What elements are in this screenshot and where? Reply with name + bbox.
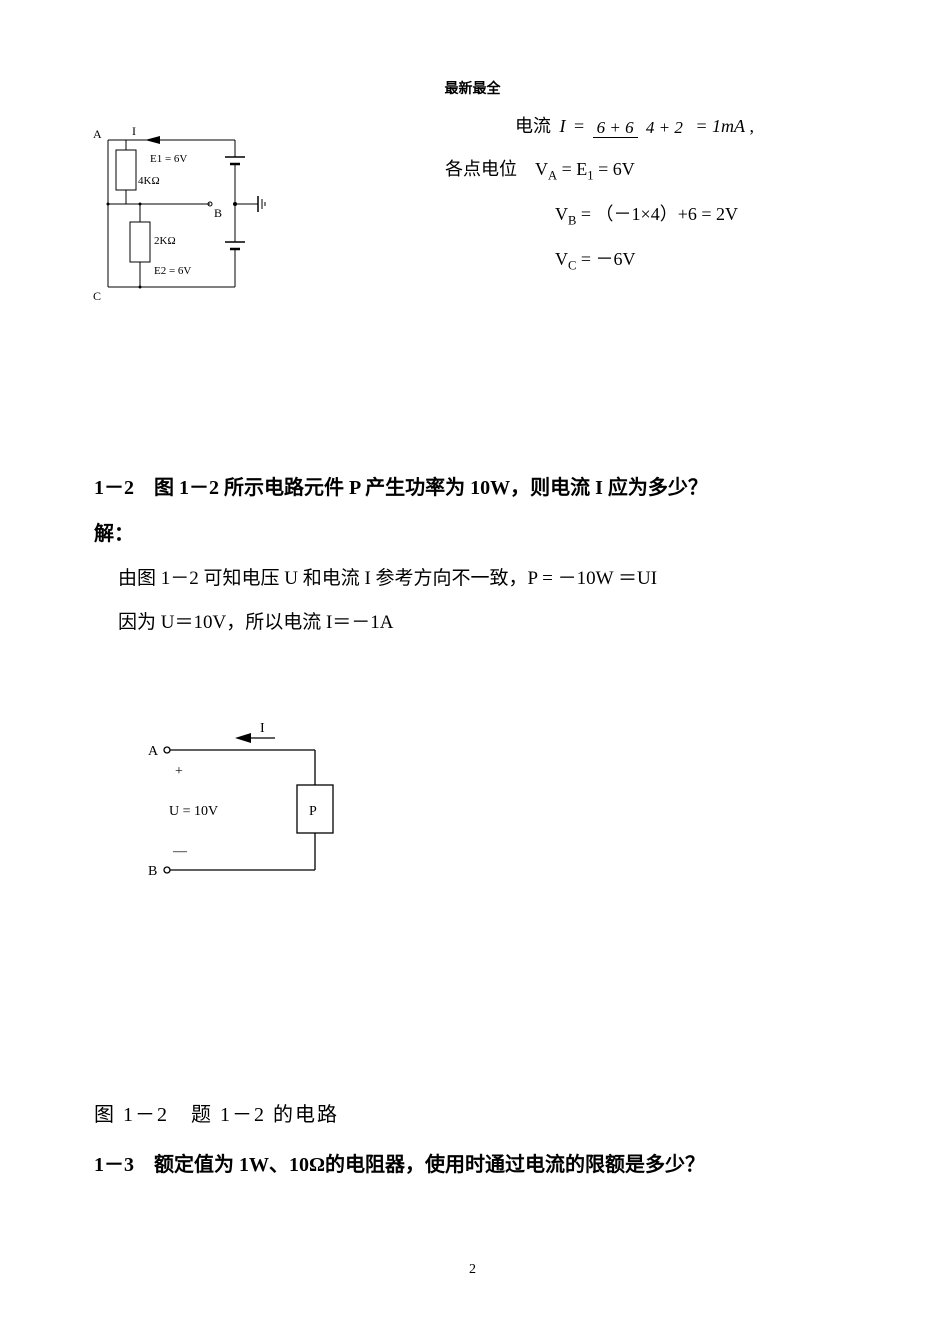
page-number: 2 [0,1262,945,1278]
label-C: C [93,289,101,303]
label2-P: P [309,804,317,819]
label2-U: U = 10V [169,804,218,819]
equations-block: 电流 I = 6 + 6 4 + 2 = 1mA , 各点电位 VA = E1 … [445,112,754,290]
label-B: B [214,206,222,220]
label2-B: B [148,864,157,879]
label2-I: I [260,721,265,736]
label-R2: 2KΩ [154,235,176,247]
problem-1-2: 1－2 图 1－2 所示电路元件 P 产生功率为 10W，则电流 I 应为多少？… [94,465,854,644]
label-I: I [132,124,136,138]
solution-label: 解： [94,511,854,557]
eq-line-4: VC = －6V [445,245,754,276]
label-E2: E2 = 6V [154,265,191,277]
label-A: A [93,127,102,141]
circuit-diagram-2: A I + U = 10V P — B [145,720,355,900]
page-header: 最新最全 [0,78,945,98]
solution-line-2: 因为 U＝10V，所以电流 I＝－1A [94,601,854,645]
label-R1: 4KΩ [138,175,160,187]
label-E1: E1 = 6V [150,153,187,165]
eq-line-2: 各点电位 VA = E1 = 6V [445,155,754,186]
circuit-diagram-1: A I E1 = 6V 4KΩ B 2KΩ E2 = 6V C [90,122,265,302]
solution-line-1: 由图 1－2 可知电压 U 和电流 I 参考方向不一致，P = －10W ＝UI [94,557,854,601]
figure-caption: 图 1－2 题 1－2 的电路 [94,1098,339,1127]
label2-A: A [148,744,159,759]
problem-1-3: 1－3 额定值为 1W、10Ω的电阻器，使用时通过电流的限额是多少？ [94,1148,854,1177]
problem-1-2-title: 1－2 图 1－2 所示电路元件 P 产生功率为 10W，则电流 I 应为多少？ [94,465,854,511]
label2-plus: + [175,764,183,779]
eq-line-3: VB = （－1×4）+6 = 2V [445,200,754,231]
eq-line-1: 电流 I = 6 + 6 4 + 2 = 1mA , [445,112,754,141]
label2-minus: — [172,844,188,859]
